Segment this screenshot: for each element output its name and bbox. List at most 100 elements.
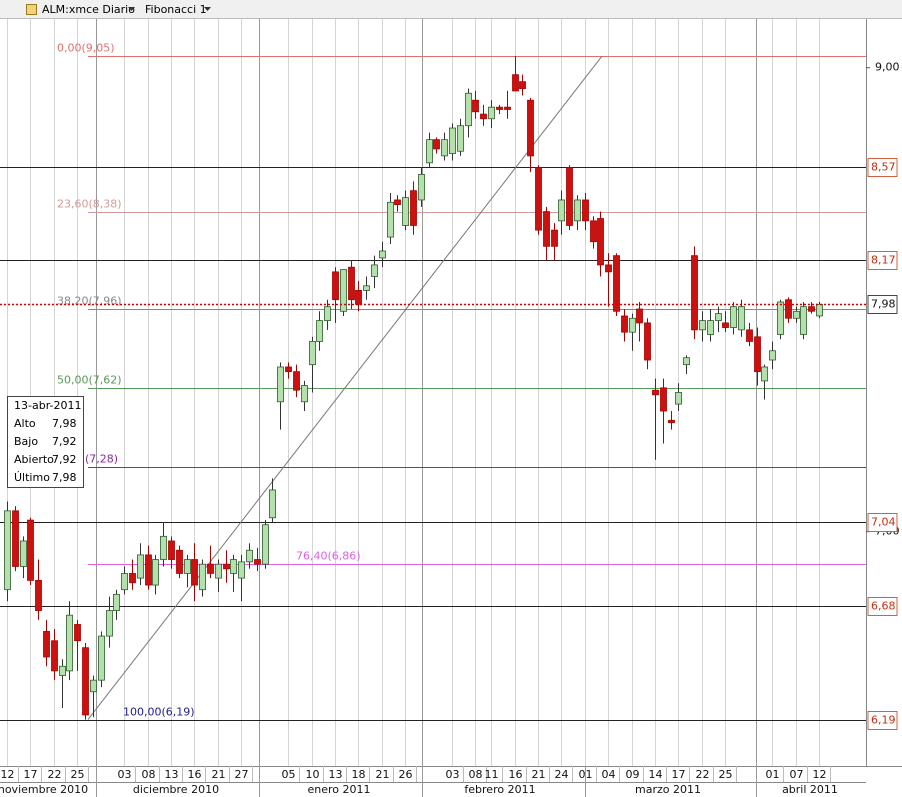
candle-body-up — [699, 320, 706, 331]
candle-body-down — [394, 199, 401, 205]
candle-body-down — [668, 419, 675, 424]
candle-body-down — [355, 290, 362, 305]
candle-body-down — [176, 549, 183, 574]
x-tick-label: 22 — [696, 768, 710, 781]
info-label: Abierto — [14, 453, 54, 466]
x-tick-label: 24 — [555, 768, 569, 781]
month-label: diciembre 2010 — [133, 783, 219, 796]
toolbar: ALM:xmce Diario Fibonacci 1 — [0, 0, 902, 19]
month-label: noviembre 2010 — [0, 783, 88, 796]
x-tick-label: 18 — [352, 768, 366, 781]
candle-body-down — [535, 167, 542, 231]
last-price-box — [867, 295, 898, 314]
candle-body-down — [74, 624, 81, 642]
candle-body-down — [43, 631, 50, 658]
x-tick-label: 01 — [766, 768, 780, 781]
fibonacci-label: 100,00(6,19) — [123, 706, 195, 719]
level-label: 6,68 — [871, 600, 896, 613]
candle-body-up — [800, 306, 807, 335]
study-menu[interactable]: Fibonacci 1 — [145, 3, 207, 16]
candle-body-down — [285, 366, 292, 373]
candle-body-down — [551, 229, 558, 247]
x-tick-label: 07 — [790, 768, 804, 781]
candle-body-down — [746, 329, 753, 342]
x-tick-label: 21 — [532, 768, 546, 781]
candle-body-up — [379, 250, 386, 259]
x-tick-label: 10 — [306, 768, 320, 781]
x-tick-label: 12 — [813, 768, 827, 781]
x-tick-label: 26 — [399, 768, 413, 781]
candle-body-up — [683, 357, 690, 366]
candle-body-up — [457, 125, 464, 152]
candle-body-up — [106, 610, 113, 637]
candle-body-up — [98, 635, 105, 681]
candle-body-up — [20, 540, 27, 567]
candle-body-up — [316, 320, 323, 342]
info-row: Alto 7,98 — [8, 415, 83, 433]
info-value: 7,92 — [52, 435, 77, 448]
candle-body-up — [262, 524, 269, 565]
candle-body-up — [769, 350, 776, 361]
x-tick-label: 08 — [142, 768, 156, 781]
candle-body-down — [519, 81, 526, 89]
info-value: 7,98 — [52, 471, 77, 484]
info-value: 7,92 — [52, 453, 77, 466]
candle-body-up — [738, 306, 745, 331]
candle-body-down — [754, 336, 761, 373]
symbol-menu[interactable]: ALM:xmce Diario — [42, 3, 135, 16]
x-tick-label: 17 — [24, 768, 38, 781]
fibonacci-label: 38,20(7,96) — [57, 295, 122, 308]
candle-body-down — [207, 563, 214, 574]
candle-body-up — [184, 559, 191, 574]
x-tick-label: 13 — [165, 768, 179, 781]
month-label: enero 2011 — [307, 783, 370, 796]
x-tick-label: 11 — [485, 768, 499, 781]
candle-body-down — [605, 264, 612, 273]
info-label: Alto — [14, 417, 36, 430]
info-row: Abierto 7,92 — [8, 451, 83, 469]
candle-body-down — [51, 640, 58, 672]
candle-body-down — [191, 559, 198, 586]
candle-body-down — [410, 190, 417, 226]
x-tick-label: 16 — [509, 768, 523, 781]
candle-body-up — [777, 301, 784, 335]
x-tick-label: 08 — [469, 768, 483, 781]
candle-body-down — [597, 218, 604, 266]
candle-body-up — [574, 199, 581, 222]
candle-body-up — [113, 593, 120, 611]
level-label: 7,04 — [871, 516, 896, 529]
candle-body-up — [761, 366, 768, 382]
candle-body-up — [629, 317, 636, 333]
candle-body-up — [59, 665, 66, 676]
month-label: abril 2011 — [782, 783, 838, 796]
dropdown-arrow[interactable] — [204, 7, 212, 12]
info-value: 7,98 — [52, 417, 77, 430]
info-row: Último 7,98 — [8, 469, 83, 487]
candle-body-up — [160, 535, 167, 560]
candle-body-down — [129, 573, 136, 584]
x-tick-label: 14 — [649, 768, 663, 781]
candle-body-down — [527, 99, 534, 157]
candle-body-up — [418, 174, 425, 201]
candle-body-up — [793, 310, 800, 319]
candle-body-up — [488, 106, 495, 120]
info-box: 13-abr-2011 Alto 7,98 Bajo 7,92 Abierto 7,92 Ú… — [7, 396, 84, 488]
x-tick-label: 01 — [579, 768, 593, 781]
candle-body-down — [785, 299, 792, 319]
candle-body-down — [145, 554, 152, 586]
x-tick-label: 21 — [212, 768, 226, 781]
month-label: marzo 2011 — [635, 783, 701, 796]
candle-body-up — [309, 341, 316, 366]
dropdown-arrow[interactable] — [128, 7, 136, 12]
candle-body-up — [238, 561, 245, 579]
price-axis-panel — [866, 19, 902, 767]
candle-body-up — [301, 385, 308, 403]
x-tick-label: 17 — [672, 768, 686, 781]
candle-body-up — [269, 489, 276, 519]
info-row: Bajo 7,92 — [8, 433, 83, 451]
candle-body-down — [722, 322, 729, 328]
candle-body-down — [566, 167, 573, 226]
fibonacci-label: (7,28) — [85, 453, 118, 466]
